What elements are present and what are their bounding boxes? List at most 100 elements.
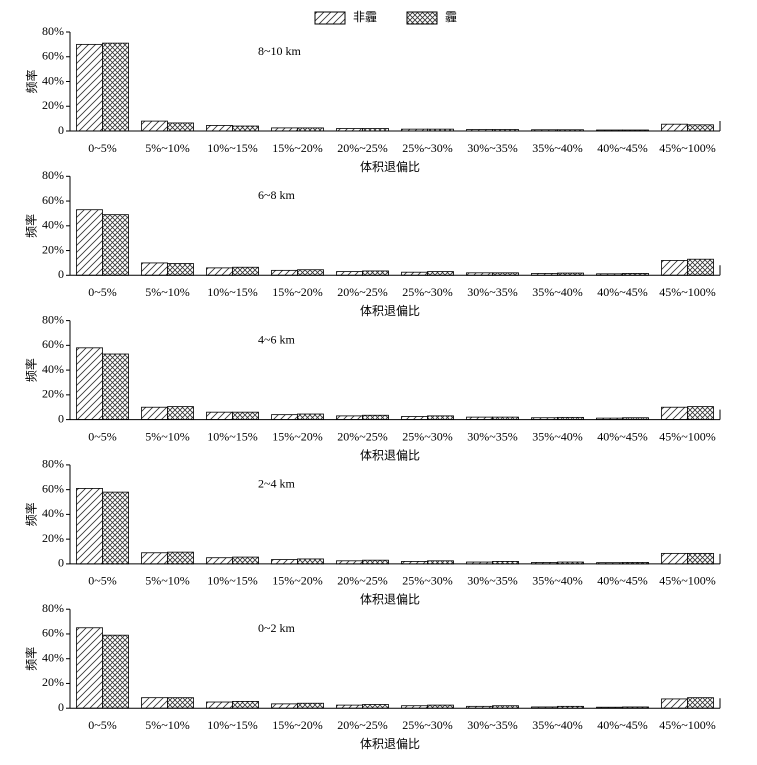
x-tick-label: 0~5% <box>88 429 117 443</box>
bar <box>297 702 324 709</box>
x-axis-label: 体积退偏比 <box>360 303 420 318</box>
x-tick-label: 0~5% <box>88 574 117 588</box>
x-axis-label: 体积退偏比 <box>360 736 420 751</box>
y-tick-label: 0 <box>58 411 64 425</box>
bar <box>102 491 129 565</box>
bar <box>141 262 168 276</box>
bar <box>232 125 259 132</box>
bar <box>102 42 129 132</box>
x-tick-label: 40%~45% <box>597 429 647 443</box>
bar <box>336 415 363 421</box>
bar <box>271 414 298 420</box>
bar <box>141 552 168 565</box>
bar <box>362 414 389 420</box>
bar <box>661 406 688 421</box>
bar <box>206 411 233 420</box>
bar <box>76 627 103 709</box>
annotation: 0~2 km <box>258 621 295 635</box>
x-tick-label: 10%~15% <box>207 285 257 299</box>
x-tick-label: 10%~15% <box>207 574 257 588</box>
bar <box>271 703 298 709</box>
bar <box>362 704 389 709</box>
y-tick-label: 60% <box>42 337 64 351</box>
bar <box>362 270 389 276</box>
y-tick-label: 20% <box>42 387 64 401</box>
x-tick-label: 10%~15% <box>207 141 257 155</box>
y-tick-label: 60% <box>42 49 64 63</box>
bar <box>297 413 324 420</box>
bar <box>687 258 714 276</box>
x-tick-label: 45%~100% <box>659 285 715 299</box>
x-tick-label: 30%~35% <box>467 574 517 588</box>
x-tick-label: 30%~35% <box>467 718 517 732</box>
x-tick-label: 25%~30% <box>402 285 452 299</box>
x-tick-label: 0~5% <box>88 285 117 299</box>
legend-label: 非霾 <box>353 10 377 24</box>
x-tick-label: 35%~40% <box>532 718 582 732</box>
x-tick-label: 30%~35% <box>467 429 517 443</box>
bar <box>427 271 454 276</box>
bar <box>271 269 298 276</box>
annotation: 2~4 km <box>258 477 295 491</box>
annotation: 4~6 km <box>258 332 295 346</box>
bar <box>362 559 389 565</box>
y-axis-label: 频率 <box>24 502 39 526</box>
bar <box>687 552 714 565</box>
bar <box>141 406 168 421</box>
y-tick-label: 80% <box>42 312 64 326</box>
y-tick-label: 20% <box>42 675 64 689</box>
x-tick-label: 45%~100% <box>659 429 715 443</box>
x-tick-label: 45%~100% <box>659 718 715 732</box>
x-tick-label: 20%~25% <box>337 429 387 443</box>
x-tick-label: 15%~20% <box>272 285 322 299</box>
y-tick-label: 60% <box>42 193 64 207</box>
x-tick-label: 15%~20% <box>272 718 322 732</box>
bar <box>661 260 688 276</box>
y-axis-label: 频率 <box>24 214 39 238</box>
y-tick-label: 40% <box>42 218 64 232</box>
bar <box>232 556 259 565</box>
x-tick-label: 35%~40% <box>532 141 582 155</box>
bar <box>297 558 324 565</box>
x-axis-label: 体积退偏比 <box>360 592 420 607</box>
y-tick-label: 80% <box>42 168 64 182</box>
x-tick-label: 20%~25% <box>337 285 387 299</box>
x-tick-label: 40%~45% <box>597 141 647 155</box>
legend-label: 霾 <box>445 10 457 24</box>
y-tick-label: 0 <box>58 123 64 137</box>
x-axis-label: 体积退偏比 <box>360 159 420 174</box>
bar <box>687 406 714 421</box>
y-tick-label: 20% <box>42 242 64 256</box>
bar <box>687 697 714 709</box>
y-tick-label: 40% <box>42 73 64 87</box>
x-tick-label: 10%~15% <box>207 718 257 732</box>
bar <box>206 701 233 709</box>
bar <box>102 634 129 709</box>
bar <box>102 353 129 421</box>
x-tick-label: 25%~30% <box>402 141 452 155</box>
x-tick-label: 30%~35% <box>467 285 517 299</box>
x-tick-label: 15%~20% <box>272 574 322 588</box>
bar <box>76 43 103 132</box>
x-tick-label: 5%~10% <box>145 429 189 443</box>
bar <box>141 697 168 709</box>
annotation: 6~8 km <box>258 188 295 202</box>
bar <box>76 347 103 421</box>
x-tick-label: 20%~25% <box>337 718 387 732</box>
y-tick-label: 80% <box>42 24 64 38</box>
x-tick-label: 10%~15% <box>207 429 257 443</box>
bar <box>206 267 233 276</box>
y-tick-label: 0 <box>58 267 64 281</box>
x-tick-label: 40%~45% <box>597 285 647 299</box>
y-tick-label: 80% <box>42 457 64 471</box>
bar <box>427 415 454 421</box>
bar <box>271 559 298 565</box>
x-axis-label: 体积退偏比 <box>360 447 420 462</box>
y-tick-label: 0 <box>58 700 64 714</box>
bar <box>167 122 194 132</box>
bar <box>167 406 194 421</box>
x-tick-label: 25%~30% <box>402 429 452 443</box>
x-tick-label: 0~5% <box>88 141 117 155</box>
y-tick-label: 40% <box>42 650 64 664</box>
bar <box>232 411 259 420</box>
